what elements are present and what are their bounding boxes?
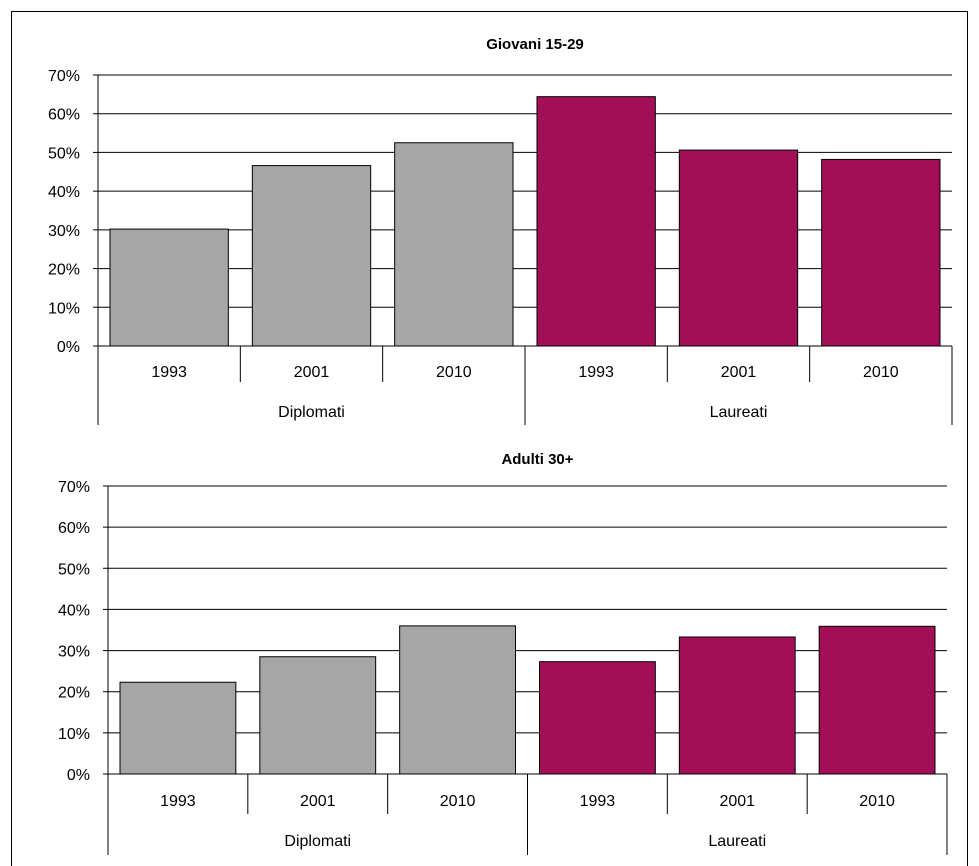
chart2-category-label: 2001	[300, 793, 336, 810]
chart1-bar-diplomati-1993	[109, 228, 229, 347]
chart2-y-tick-label: 0%	[67, 767, 90, 784]
chart2-title: Adulti 30+	[501, 451, 573, 468]
chart1-category-label: 2001	[294, 364, 330, 381]
chart1-y-tick-label: 70%	[48, 68, 80, 85]
chart2-bar-diplomati-2010	[399, 625, 516, 775]
chart1-group-label: Laureati	[710, 404, 768, 421]
chart2-y-tick-label: 50%	[58, 561, 90, 578]
chart2-category-label: 1993	[160, 793, 196, 810]
chart1-bar-laureati-1993	[536, 96, 656, 347]
chart2-y-tick-label: 40%	[58, 602, 90, 619]
chart2-bar-laureati-1993	[539, 661, 656, 775]
chart1-y-tick-label: 40%	[48, 184, 80, 201]
chart2-group-label: Laureati	[708, 833, 766, 850]
chart2-y-tick-label: 20%	[58, 685, 90, 702]
chart1-y-tick-label: 60%	[48, 107, 80, 124]
chart1-y-tick-label: 20%	[48, 262, 80, 279]
chart1-y-tick-label: 50%	[48, 145, 80, 162]
chart1-category-label: 2001	[721, 364, 757, 381]
chart2-category-label: 2010	[440, 793, 476, 810]
chart1-bar-laureati-2010	[821, 158, 941, 347]
chart1-bar-diplomati-2001	[251, 165, 372, 347]
chart1-group-label: Diplomati	[278, 404, 345, 421]
chart1-bar-diplomati-2010	[394, 142, 514, 347]
chart2-bar-diplomati-2001	[259, 656, 377, 775]
chart2-y-tick-label: 60%	[58, 520, 90, 537]
chart2-bar-laureati-2010	[818, 625, 936, 775]
chart1-title: Giovani 15-29	[486, 36, 584, 53]
chart2-y-tick-label: 30%	[58, 644, 90, 661]
chart2-y-tick-label: 70%	[58, 479, 90, 496]
chart1-category-label: 1993	[151, 364, 187, 381]
chart2-category-label: 2001	[719, 793, 755, 810]
chart2-group-label: Diplomati	[284, 833, 351, 850]
chart1-category-label: 2010	[436, 364, 472, 381]
chart2-bar-laureati-2001	[678, 636, 796, 775]
chart1-y-tick-label: 30%	[48, 223, 80, 240]
chart2-bar-diplomati-1993	[119, 681, 237, 775]
chart2-y-tick-label: 10%	[58, 726, 90, 743]
chart1-category-label: 2010	[863, 364, 899, 381]
chart-frame	[11, 11, 968, 866]
chart1-y-tick-label: 0%	[57, 339, 80, 356]
chart2-category-label: 2010	[859, 793, 895, 810]
chart2-category-label: 1993	[580, 793, 616, 810]
chart1-category-label: 1993	[578, 364, 614, 381]
chart1-y-tick-label: 10%	[48, 300, 80, 317]
chart1-bar-laureati-2001	[678, 149, 799, 347]
